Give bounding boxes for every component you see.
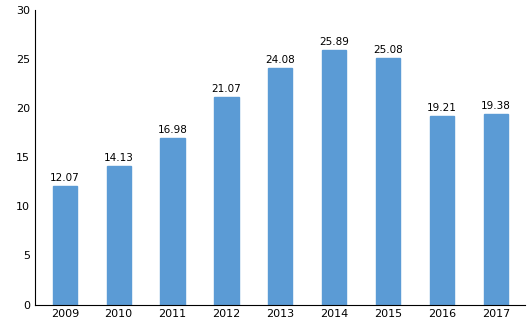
- Text: 24.08: 24.08: [266, 55, 295, 65]
- Text: 12.07: 12.07: [50, 173, 80, 183]
- Text: 25.08: 25.08: [373, 45, 403, 55]
- Text: 21.07: 21.07: [211, 84, 241, 95]
- Bar: [215, 98, 238, 305]
- Text: 19.21: 19.21: [427, 103, 457, 113]
- Text: 16.98: 16.98: [158, 125, 187, 135]
- Bar: [53, 186, 77, 305]
- Bar: [430, 116, 454, 305]
- Bar: [107, 166, 131, 305]
- Bar: [160, 137, 185, 305]
- Text: 19.38: 19.38: [481, 101, 511, 111]
- Bar: [376, 58, 400, 305]
- Bar: [322, 50, 346, 305]
- Text: 25.89: 25.89: [319, 37, 349, 47]
- Bar: [484, 114, 508, 305]
- Bar: [268, 68, 293, 305]
- Text: 14.13: 14.13: [104, 153, 134, 163]
